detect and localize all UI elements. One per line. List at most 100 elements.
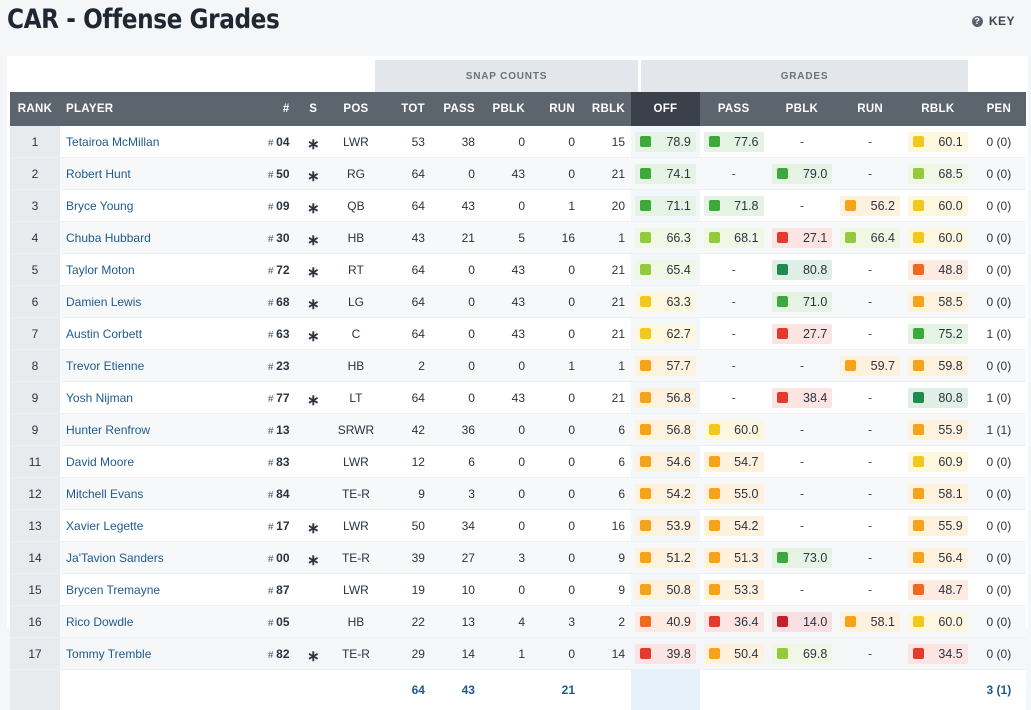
grade-color-swatch	[709, 200, 720, 211]
column-header-pen[interactable]: PEN	[972, 92, 1026, 126]
player-name-link[interactable]: Ja'Tavion Sanders	[60, 542, 245, 574]
grade-color-swatch	[640, 328, 651, 339]
snap-run-cell: 0	[531, 158, 581, 190]
player-name-link[interactable]: Damien Lewis	[60, 286, 245, 318]
player-name-link[interactable]: Tommy Tremble	[60, 638, 245, 670]
column-header-grade-run[interactable]: RUN	[836, 92, 904, 126]
player-name-link[interactable]: Bryce Young	[60, 190, 245, 222]
column-header-pos[interactable]: POS	[331, 92, 381, 126]
player-name-link[interactable]: David Moore	[60, 446, 245, 478]
grade-empty: -	[704, 292, 764, 312]
column-header-snap-pass[interactable]: PASS	[431, 92, 481, 126]
player-name-link[interactable]: Hunter Renfrow	[60, 414, 245, 446]
player-name-link[interactable]: Mitchell Evans	[60, 478, 245, 510]
grade-color-swatch	[777, 552, 788, 563]
grade-chip: 55.0	[704, 484, 764, 504]
grade-color-swatch	[845, 200, 856, 211]
grade-pblk-cell: -	[768, 574, 837, 606]
grade-chip: 77.6	[704, 132, 764, 152]
player-name-link[interactable]: Chuba Hubbard	[60, 222, 245, 254]
grade-value: 73.0	[803, 551, 827, 565]
grade-color-swatch	[845, 616, 856, 627]
grade-pblk-cell: 79.0	[768, 158, 837, 190]
grade-pblk-cell: -	[768, 190, 837, 222]
player-name-link[interactable]: Taylor Moton	[60, 254, 245, 286]
column-header-snap-pblk[interactable]: PBLK	[481, 92, 531, 126]
grade-chip: 71.1	[635, 196, 696, 216]
player-name-link[interactable]: Rico Dowdle	[60, 606, 245, 638]
player-name-link[interactable]: Brycen Tremayne	[60, 574, 245, 606]
grade-empty: -	[772, 484, 833, 504]
column-header-grade-rblk[interactable]: RBLK	[904, 92, 972, 126]
snap-pass-cell: 0	[431, 254, 481, 286]
column-header-snap-rblk[interactable]: RBLK	[581, 92, 631, 126]
grade-color-swatch	[640, 424, 651, 435]
player-name-link[interactable]: Robert Hunt	[60, 158, 245, 190]
grade-color-swatch	[913, 392, 924, 403]
help-icon: ?	[972, 16, 983, 27]
snap-tot-cell: 39	[381, 542, 431, 574]
grade-chip: 60.0	[908, 612, 968, 632]
column-header-grade-pass[interactable]: PASS	[700, 92, 768, 126]
column-header-starter[interactable]: S	[296, 92, 331, 126]
key-button[interactable]: ? KEY	[972, 14, 1015, 28]
penalty-cell: 0 (0)	[972, 606, 1026, 638]
jersey-value: 05	[276, 615, 289, 629]
grade-value: 59.8	[938, 359, 962, 373]
column-header-off[interactable]: OFF	[631, 92, 700, 126]
grade-chip: 58.5	[908, 292, 968, 312]
snap-run-cell: 0	[531, 574, 581, 606]
column-header-number[interactable]: #	[246, 92, 296, 126]
grade-pass-cell: 54.7	[700, 446, 768, 478]
penalty-cell: 0 (0)	[972, 478, 1026, 510]
snap-rblk-cell: 9	[581, 542, 631, 574]
player-name-link[interactable]: Trevor Etienne	[60, 350, 245, 382]
column-header-rank[interactable]: RANK	[10, 92, 60, 126]
grade-chip: 73.0	[772, 548, 833, 568]
rank-cell: 7	[10, 318, 60, 350]
player-name-link[interactable]: Tetairoa McMillan	[60, 126, 245, 158]
column-header-tot[interactable]: TOT	[381, 92, 431, 126]
snap-tot-cell: 43	[381, 222, 431, 254]
jersey-number: # 50	[246, 158, 296, 190]
player-name-link[interactable]: Yosh Nijman	[60, 382, 245, 414]
player-name-link[interactable]: Austin Corbett	[60, 318, 245, 350]
position-cell: LWR	[331, 126, 381, 158]
grade-value: 60.0	[938, 231, 962, 245]
grade-off-cell: 56.8	[631, 382, 700, 414]
snap-pass-cell: 0	[431, 318, 481, 350]
jersey-value: 17	[276, 519, 289, 533]
grade-rblk-cell: 58.5	[904, 286, 972, 318]
grade-pass-cell: 51.3	[700, 542, 768, 574]
grade-off-cell: 54.2	[631, 478, 700, 510]
grade-color-swatch	[709, 552, 720, 563]
snap-pblk-cell: 0	[481, 510, 531, 542]
player-name-link[interactable]: Xavier Legette	[60, 510, 245, 542]
column-header-player[interactable]: PLAYER	[60, 92, 245, 126]
grade-chip: 53.9	[635, 516, 696, 536]
position-cell: TE-R	[331, 478, 381, 510]
grade-pblk-cell: -	[768, 350, 837, 382]
column-header-grade-pblk[interactable]: PBLK	[768, 92, 837, 126]
column-header-snap-run[interactable]: RUN	[531, 92, 581, 126]
grade-chip: 79.0	[772, 164, 833, 184]
